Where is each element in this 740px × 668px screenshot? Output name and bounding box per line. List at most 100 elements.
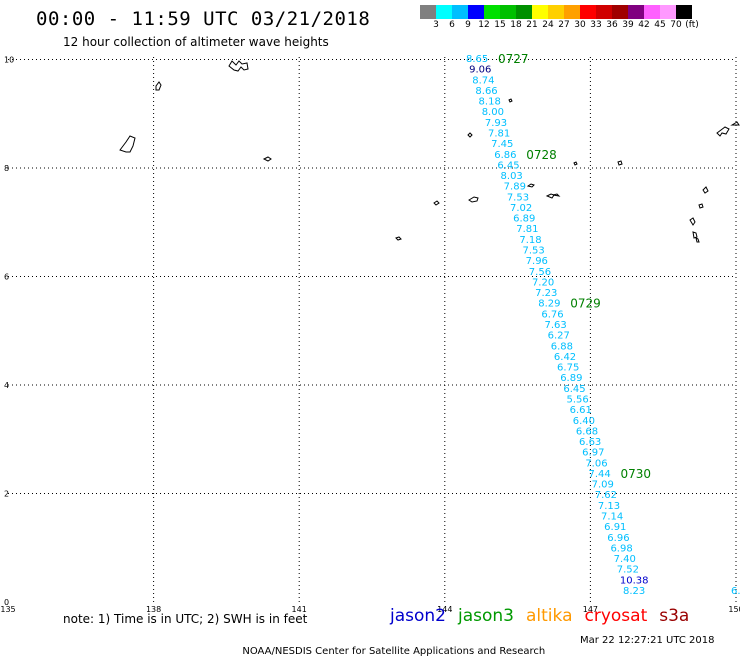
color-scale-label: 9 bbox=[465, 20, 471, 30]
wave-height-label: 6.45 bbox=[497, 160, 519, 171]
wave-height-label: 7.14 bbox=[601, 512, 623, 523]
footer-timestamp: Mar 22 12:27:21 UTC 2018 bbox=[580, 635, 715, 646]
color-scale-label: 24 bbox=[542, 20, 554, 30]
color-scale-bar bbox=[420, 5, 740, 19]
wave-height-label: 8.00 bbox=[482, 107, 504, 118]
time-label: 0727 bbox=[498, 52, 529, 66]
footer-credit: NOAA/NESDIS Center for Satellite Applica… bbox=[242, 646, 546, 657]
wave-height-label: 6.86 bbox=[494, 150, 516, 161]
latitude-tick-label: 6 bbox=[4, 273, 9, 282]
wave-height-label: 7.06 bbox=[585, 458, 607, 469]
wave-height-label: 5.56 bbox=[566, 394, 588, 405]
wave-height-color-scale: 3 6 9 12 15 18 21 24 27 30 33 36 39 42 45 70 (ft) bbox=[420, 5, 740, 31]
longitude-tick-label: 141 bbox=[292, 605, 307, 614]
wave-height-label: 6.89 bbox=[513, 214, 535, 225]
color-swatch bbox=[452, 5, 468, 19]
wave-height-label: 8.66 bbox=[475, 86, 497, 97]
island-outline bbox=[692, 231, 698, 239]
time-label: 0728 bbox=[526, 148, 557, 162]
map-subtitle: 12 hour collection of altimeter wave hei… bbox=[63, 35, 329, 49]
island-outline bbox=[689, 217, 696, 226]
note-text: note: 1) Time is in UTC; 2) SWH is in fe… bbox=[63, 612, 308, 626]
island-outline bbox=[695, 237, 700, 243]
color-swatch bbox=[548, 5, 564, 19]
color-swatch bbox=[660, 5, 676, 19]
color-scale-label: 18 bbox=[510, 20, 522, 30]
wave-height-label: 6.91 bbox=[604, 522, 626, 533]
wave-height-label: 6.76 bbox=[541, 309, 563, 320]
satellite-name: jason3 bbox=[458, 606, 514, 626]
island-outline bbox=[730, 121, 740, 126]
island-outline bbox=[467, 132, 473, 138]
wave-height-label: 8.23 bbox=[623, 586, 645, 597]
wave-height-label: 7.89 bbox=[504, 182, 526, 193]
wave-height-label: 7.23 bbox=[535, 288, 557, 299]
latitude-tick-label: 8 bbox=[4, 164, 9, 173]
island-outline bbox=[119, 135, 136, 153]
color-scale-label: 36 bbox=[606, 20, 618, 30]
latitude-tick-label: 0 bbox=[4, 598, 9, 607]
color-swatch bbox=[436, 5, 452, 19]
color-scale-label: 27 bbox=[558, 20, 570, 30]
wave-height-label: 6.68 bbox=[576, 426, 598, 437]
island-outline bbox=[552, 193, 561, 197]
longitude-tick-label: 147 bbox=[583, 605, 598, 614]
longitude-tick-label: 150 bbox=[728, 605, 740, 614]
time-label: 0729 bbox=[570, 297, 601, 311]
wave-height-label: 6.61 bbox=[570, 405, 592, 416]
wave-height-label: 8.18 bbox=[479, 97, 501, 108]
wave-height-label: 7.52 bbox=[617, 565, 639, 576]
time-label: 0730 bbox=[620, 467, 651, 481]
color-swatch bbox=[612, 5, 628, 19]
wave-height-label: 7.56 bbox=[529, 267, 551, 278]
island-outline bbox=[716, 126, 730, 137]
wave-height-label: 8.74 bbox=[472, 75, 494, 86]
wave-height-label: 6.88 bbox=[551, 341, 573, 352]
island-outline bbox=[698, 203, 704, 209]
island-outline bbox=[433, 200, 440, 206]
wave-height-label: 6.89 bbox=[560, 373, 582, 384]
wave-height-label: 7.02 bbox=[510, 203, 532, 214]
color-swatch bbox=[676, 5, 692, 19]
wave-height-label: 6.45 bbox=[563, 384, 585, 395]
satellite-name: altika bbox=[526, 606, 573, 626]
satellite-legend: jason2 jason3 altika cryosat s3a bbox=[390, 606, 701, 626]
wave-height-label: 6.27 bbox=[548, 331, 570, 342]
island-outline bbox=[702, 186, 709, 194]
footer: NOAA/NESDIS Center for Satellite Applica… bbox=[236, 635, 714, 668]
axis-labels: 135 138 141 144 147 150 0 2 4 6 8 10 bbox=[0, 56, 740, 615]
wave-height-label: 6.40 bbox=[573, 416, 595, 427]
wave-height-label: 6.97 bbox=[582, 448, 604, 459]
wave-height-label: 7.53 bbox=[507, 192, 529, 203]
color-swatch bbox=[596, 5, 612, 19]
color-swatch bbox=[420, 5, 436, 19]
satellite-name: s3a bbox=[659, 606, 690, 626]
altimeter-track: 8.659.068.748.668.188.007.937.817.456.86… bbox=[466, 54, 740, 597]
longitude-tick-label: 135 bbox=[0, 605, 15, 614]
color-swatch bbox=[516, 5, 532, 19]
color-scale-label: 12 bbox=[478, 20, 490, 30]
color-scale-label: (ft) bbox=[685, 20, 699, 30]
wave-height-label: 7.53 bbox=[523, 246, 545, 257]
wave-height-label: 6.42 bbox=[554, 352, 576, 363]
latitude-tick-label: 4 bbox=[4, 381, 9, 390]
island-outline bbox=[468, 196, 479, 203]
wave-height-label: 7.40 bbox=[614, 554, 636, 565]
color-scale-label: 21 bbox=[526, 20, 538, 30]
color-scale-label: 42 bbox=[638, 20, 650, 30]
color-scale-label: 70 bbox=[670, 20, 682, 30]
island-outline bbox=[395, 236, 402, 241]
color-swatch bbox=[532, 5, 548, 19]
color-swatch bbox=[644, 5, 660, 19]
satellite-name: cryosat bbox=[584, 606, 648, 626]
map-grid bbox=[8, 57, 737, 602]
latitude-tick-label: 2 bbox=[4, 490, 9, 499]
color-scale-label: 33 bbox=[590, 20, 602, 30]
color-scale-label: 45 bbox=[654, 20, 666, 30]
wave-height-label: 8.29 bbox=[538, 299, 560, 310]
color-scale-label: 15 bbox=[494, 20, 506, 30]
color-scale-label: 6 bbox=[449, 20, 455, 30]
wave-height-label: 7.45 bbox=[491, 139, 513, 150]
wave-height-label: 7.09 bbox=[592, 480, 614, 491]
wave-height-label: 6.75 bbox=[557, 363, 579, 374]
